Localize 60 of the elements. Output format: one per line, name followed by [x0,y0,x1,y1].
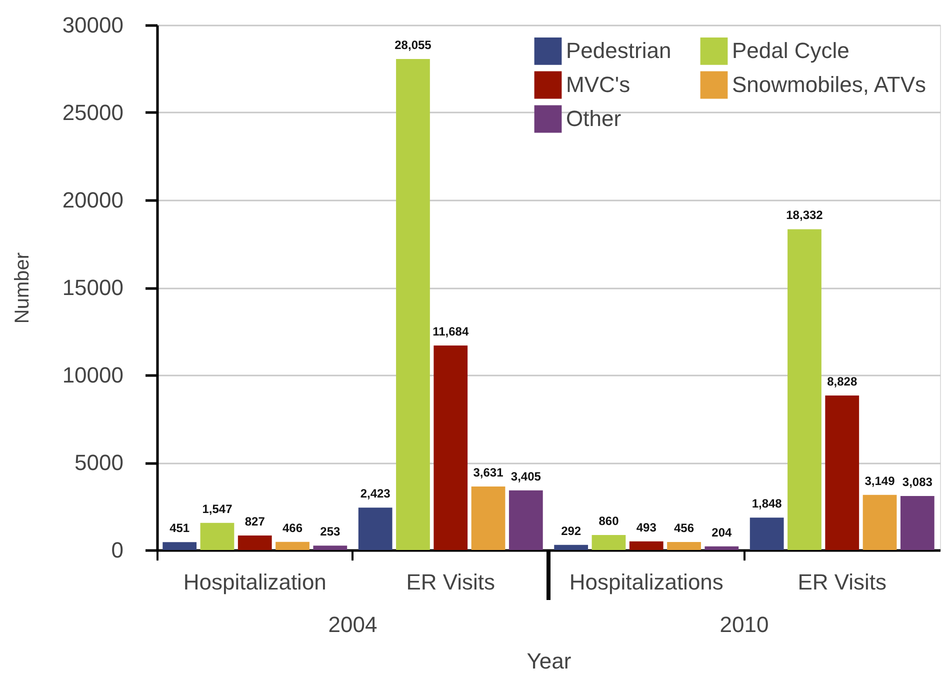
bar [629,541,664,550]
data-label: 8,828 [827,374,858,389]
bar [358,508,392,550]
data-label: 292 [561,524,582,538]
bar [276,542,310,550]
bar [554,544,588,550]
y-tick-label: 5000 [74,450,124,475]
x-tick-label: Hospitalizations [569,570,724,594]
data-label: 204 [712,525,732,540]
y-tick-label: 0 [111,538,124,562]
data-label: 860 [598,514,620,528]
data-label: 2,423 [360,486,391,501]
bar [508,490,543,550]
bar [162,542,197,550]
data-label: 1,848 [752,496,782,511]
legend-label: Pedestrian [566,38,672,64]
x-tick-label: Hospitalization [183,570,326,594]
x-tick-label: ER Visits [798,570,887,594]
bar [200,522,234,550]
data-label: 493 [636,520,657,534]
data-label: 827 [244,514,266,529]
bar [592,534,626,550]
bar [313,546,348,550]
legend-label: Other [566,106,622,131]
bar [471,486,506,550]
data-label: 3,405 [510,469,542,484]
bar [396,59,430,550]
bar [825,396,860,550]
text: 2010 [720,612,769,637]
y-tick-label: 30000 [62,12,124,38]
legend-label: MVC's [566,72,630,97]
y-axis-title: Number [11,252,34,324]
legend-label: Snowmobiles, ATVs [732,72,926,97]
data-label: 466 [282,520,303,535]
data-label: 3,149 [864,474,896,488]
bar [750,518,784,550]
text: 2004 [328,612,378,637]
y-tick-label: 20000 [62,188,124,212]
data-label: 18,332 [786,208,824,222]
data-label: 3,631 [473,465,504,480]
y-tick-label: 15000 [62,275,124,300]
data-label: 451 [170,521,190,536]
y-tick-label: 25000 [62,100,124,125]
data-label: 3,083 [902,475,933,490]
legend-label: Pedal Cycle [732,38,850,64]
bar [704,546,739,550]
data-label: 456 [674,521,694,536]
y-tick-label: 10000 [62,362,124,388]
bar [667,542,701,550]
bar [862,494,897,550]
x-tick-label: ER Visits [406,570,496,594]
data-label: 253 [320,524,340,539]
bar [788,229,822,550]
bar [900,496,934,550]
bar [434,346,468,550]
bar [238,536,272,550]
x-axis-title: Year [526,648,572,674]
data-label: 28,055 [394,38,432,52]
data-label: 11,684 [432,324,469,339]
data-label: 1,547 [202,502,233,516]
